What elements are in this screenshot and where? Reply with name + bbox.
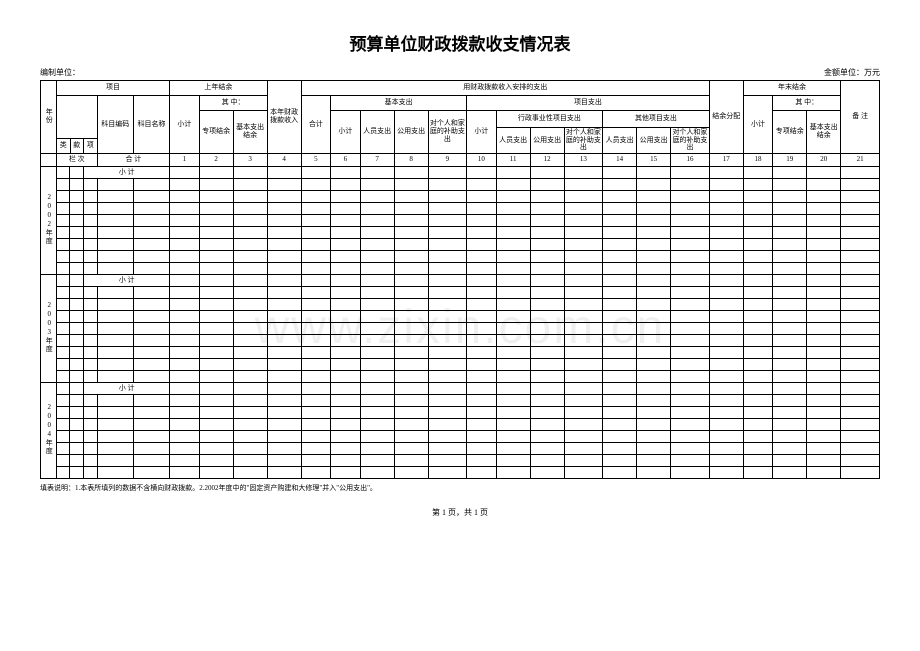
table-row bbox=[41, 395, 880, 407]
hdr-lanci-heji: 合 计 bbox=[97, 154, 170, 167]
year-label: 2002年度 bbox=[41, 167, 57, 275]
hdr-basic-staff: 人员支出 bbox=[360, 111, 394, 154]
year-label: 2004年度 bbox=[41, 383, 57, 479]
subtotal-label: 小 计 bbox=[84, 167, 170, 179]
pager: 第 1 页，共 1 页 bbox=[40, 507, 880, 518]
hdr-admin-family: 对个人和家庭的补助支出 bbox=[564, 127, 603, 153]
hdr-end-xj: 小计 bbox=[743, 96, 772, 154]
main-table: 年份 项目 上年结余 本年财政拨款收入 用财政拨款收入安排的支出 结余分配 年末… bbox=[40, 80, 880, 479]
table-row bbox=[41, 407, 880, 419]
table-row bbox=[41, 299, 880, 311]
hdr-kuan: 款 bbox=[70, 139, 83, 154]
table-row bbox=[41, 191, 880, 203]
table-row bbox=[41, 239, 880, 251]
table-row bbox=[41, 323, 880, 335]
hdr-admin-proj: 行政事业性项目支出 bbox=[496, 111, 603, 128]
table-row bbox=[41, 443, 880, 455]
hdr-other-proj: 其他项目支出 bbox=[603, 111, 710, 128]
meta-row: 编制单位： 金额单位：万元 bbox=[40, 67, 880, 78]
meta-right: 金额单位：万元 bbox=[824, 67, 880, 78]
hdr-lei: 类 bbox=[57, 139, 70, 154]
table-row bbox=[41, 371, 880, 383]
hdr-admin-public: 公用支出 bbox=[530, 127, 564, 153]
table-row bbox=[41, 347, 880, 359]
hdr-arranged-exp: 用财政拨款收入安排的支出 bbox=[301, 81, 709, 96]
table-row: 2004年度小 计 bbox=[41, 383, 880, 395]
hdr-balance-dist: 结余分配 bbox=[709, 81, 743, 154]
hdr-project-exp: 项目支出 bbox=[467, 96, 710, 111]
hdr-project: 项目 bbox=[56, 81, 169, 96]
footnote: 填表说明：1.本表所填列的数据不含横向财政拨款。2.2002年度中的"固定资产购… bbox=[40, 483, 880, 493]
column-number-row: 栏 次 合 计 123 456 789 101112 131415 161718… bbox=[41, 154, 880, 167]
hdr-end-qz: 其 中： bbox=[773, 96, 841, 111]
table-row bbox=[41, 215, 880, 227]
hdr-prev-special: 专项结余 bbox=[199, 111, 233, 154]
hdr-other-family: 对个人和家庭的补助支出 bbox=[671, 127, 710, 153]
hdr-exp-heji: 合计 bbox=[301, 96, 330, 154]
table-row bbox=[41, 251, 880, 263]
hdr-subject-name: 科目名称 bbox=[133, 96, 169, 154]
meta-left: 编制单位： bbox=[40, 67, 80, 78]
hdr-this-year-income: 本年财政拨款收入 bbox=[267, 81, 301, 154]
table-row bbox=[41, 311, 880, 323]
table-row bbox=[41, 227, 880, 239]
hdr-basic-family: 对个人和家庭的补助支出 bbox=[428, 111, 467, 154]
col-year: 年份 bbox=[41, 81, 57, 154]
page-title: 预算单位财政拨款收支情况表 bbox=[40, 30, 880, 55]
table-row bbox=[41, 455, 880, 467]
hdr-prev-balance: 上年结余 bbox=[170, 81, 268, 96]
hdr-remark: 备 注 bbox=[841, 81, 880, 154]
table-row bbox=[41, 203, 880, 215]
hdr-subject-code: 科目编码 bbox=[97, 96, 133, 154]
hdr-prev-xj: 小计 bbox=[170, 96, 199, 154]
table-row bbox=[41, 263, 880, 275]
hdr-admin-staff: 人员支出 bbox=[496, 127, 530, 153]
table-row bbox=[41, 431, 880, 443]
table-row bbox=[41, 335, 880, 347]
hdr-end-basic: 基本支出结余 bbox=[807, 111, 841, 154]
hdr-lanci: 栏 次 bbox=[56, 154, 97, 167]
table-row bbox=[41, 359, 880, 371]
table-row: 2002年度小 计 bbox=[41, 167, 880, 179]
subtotal-label: 小 计 bbox=[84, 275, 170, 287]
table-body: 2002年度小 计2003年度小 计2004年度小 计 bbox=[41, 167, 880, 479]
hdr-xiang: 项 bbox=[83, 139, 96, 154]
hdr-year-end: 年末结余 bbox=[743, 81, 841, 96]
table-row bbox=[41, 419, 880, 431]
hdr-other-public: 公用支出 bbox=[637, 127, 671, 153]
year-label: 2003年度 bbox=[41, 275, 57, 383]
table-row bbox=[41, 467, 880, 479]
hdr-end-special: 专项结余 bbox=[773, 111, 807, 154]
hdr-basic-exp: 基本支出 bbox=[331, 96, 467, 111]
hdr-prev-qz: 其 中： bbox=[199, 96, 267, 111]
hdr-prev-basic: 基本支出结余 bbox=[233, 111, 267, 154]
hdr-basic-xj: 小计 bbox=[331, 111, 360, 154]
table-row bbox=[41, 179, 880, 191]
hdr-proj-xj: 小计 bbox=[467, 111, 496, 154]
hdr-other-staff: 人员支出 bbox=[603, 127, 637, 153]
table-row: 2003年度小 计 bbox=[41, 275, 880, 287]
table-row bbox=[41, 287, 880, 299]
subtotal-label: 小 计 bbox=[84, 383, 170, 395]
hdr-basic-public: 公用支出 bbox=[394, 111, 428, 154]
